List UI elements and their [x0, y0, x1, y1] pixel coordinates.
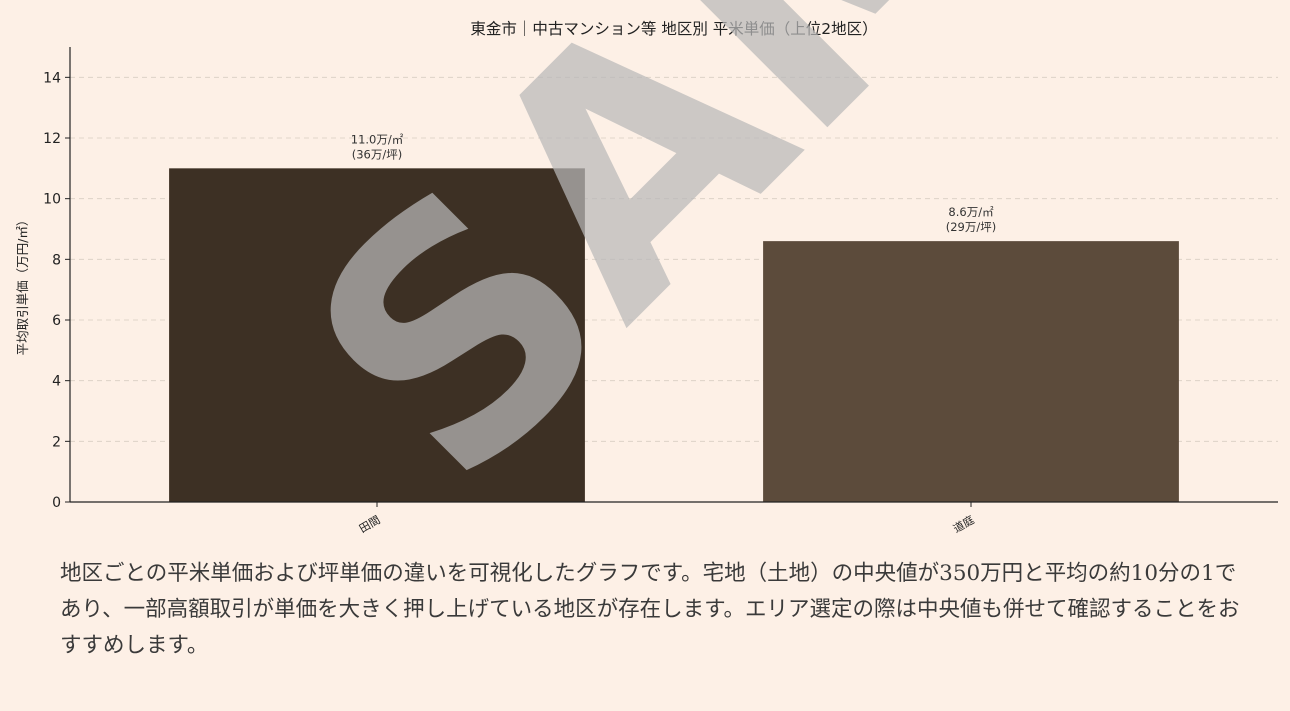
y-tick-label: 0 [52, 495, 61, 511]
bar-value-label-tsubo: (29万/坪) [946, 220, 996, 234]
x-tick-label: 道庭 [950, 512, 976, 535]
y-tick-label: 2 [52, 434, 61, 450]
y-tick-label: 8 [52, 252, 61, 268]
bar-value-label-tsubo: (36万/坪) [352, 147, 402, 161]
y-tick-label: 14 [43, 70, 61, 86]
y-tick-label: 10 [43, 192, 61, 208]
y-tick-label: 6 [52, 313, 61, 329]
chart: 東金市｜中古マンション等 地区別 平米単価（上位2地区） 0 2 4 6 8 10 12 14 平… [15, 20, 1278, 536]
chart-description: 地区ごとの平米単価および坪単価の違いを可視化したグラフです。宅地（土地）の中央値… [60, 561, 1240, 658]
x-tick-label: 田間 [357, 513, 383, 535]
chart-title: 東金市｜中古マンション等 地区別 平米単価（上位2地区） [470, 20, 877, 38]
bar-chart: 東金市｜中古マンション等 地区別 平米単価（上位2地区） 0 2 4 6 8 10 12 14 平… [15, 20, 1278, 536]
bar-value-label: 8.6万/㎡ [948, 205, 994, 219]
bar-1 [169, 168, 585, 503]
bar-2 [763, 241, 1179, 502]
y-axis-label: 平均取引単価（万円/㎡） [15, 214, 30, 356]
bar-value-label: 11.0万/㎡ [351, 132, 404, 146]
y-tick-label: 4 [52, 374, 61, 390]
y-tick-label: 12 [43, 131, 61, 147]
